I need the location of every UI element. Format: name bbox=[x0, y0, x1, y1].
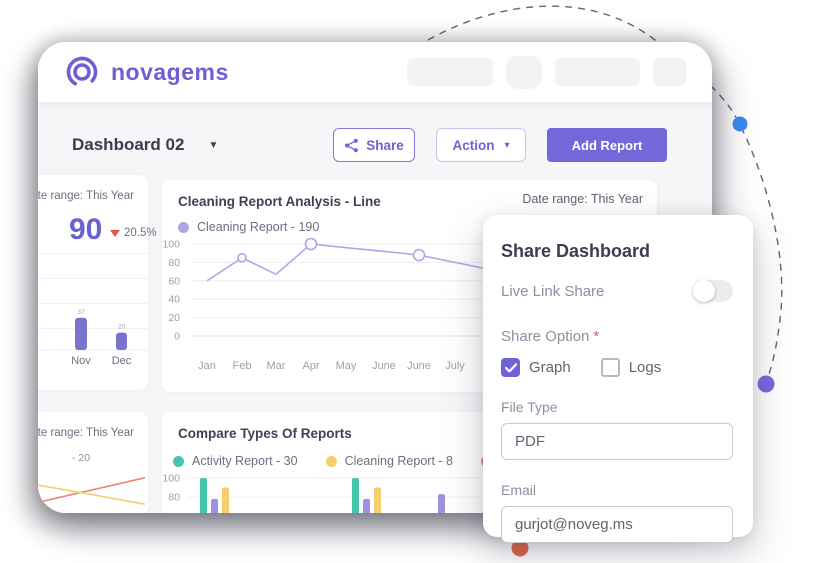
graph-checkbox-option[interactable]: Graph bbox=[501, 358, 571, 377]
mini-partial-legend: - 20 bbox=[72, 452, 91, 464]
mini-date-range: Date range: This Year bbox=[38, 190, 134, 202]
email-input[interactable] bbox=[501, 506, 733, 543]
share-button[interactable]: Share bbox=[333, 128, 415, 162]
svg-text:June: June bbox=[407, 360, 431, 372]
legend-item: Cleaning Report - 8 bbox=[325, 454, 453, 468]
mini-stat-card: Date range: This Year 90 20.5% 37 Nov 20 De… bbox=[38, 175, 157, 390]
modal-title: Share Dashboard bbox=[501, 241, 651, 261]
dashboard-toolbar: Dashboard 02 ▼ Share bbox=[72, 128, 667, 162]
svg-text:May: May bbox=[336, 360, 357, 372]
purple-dot bbox=[757, 375, 775, 393]
svg-text:60: 60 bbox=[168, 275, 180, 287]
svg-text:Feb: Feb bbox=[233, 360, 252, 372]
svg-text:100: 100 bbox=[162, 239, 180, 251]
svg-text:80: 80 bbox=[168, 257, 180, 269]
svg-text:40: 40 bbox=[168, 294, 180, 306]
checkbox-empty-icon bbox=[600, 358, 620, 377]
dashboard-title: Dashboard 02 bbox=[72, 135, 185, 154]
mini-line-card: Date range: This Year - 20 bbox=[38, 412, 148, 513]
svg-text:20: 20 bbox=[118, 324, 126, 331]
file-type-label: File Type bbox=[501, 399, 558, 415]
line-chart-title: Cleaning Report Analysis - Line bbox=[178, 194, 381, 209]
mini-bar-chart: 37 Nov 20 Dec bbox=[38, 309, 148, 367]
app-header: novagems bbox=[38, 42, 712, 102]
header-placeholder bbox=[407, 58, 493, 86]
graph-label: Graph bbox=[529, 359, 571, 376]
blue-dot bbox=[732, 116, 748, 132]
svg-text:100: 100 bbox=[162, 474, 180, 485]
header-placeholder bbox=[653, 58, 686, 86]
legend-label: Cleaning Report - 190 bbox=[197, 220, 320, 234]
logs-checkbox-option[interactable]: Logs bbox=[600, 358, 662, 377]
trend-down-icon bbox=[110, 229, 120, 237]
compare-bar-chart: 100 80 bbox=[162, 474, 650, 513]
novagems-logo-icon bbox=[66, 56, 98, 88]
line-chart-date-range: Date range: This Year bbox=[522, 192, 643, 206]
action-button[interactable]: Action ▾ bbox=[436, 128, 526, 162]
svg-text:June: June bbox=[372, 360, 396, 372]
dashboard-selector[interactable]: Dashboard 02 ▼ bbox=[72, 135, 218, 155]
caret-down-icon: ▼ bbox=[208, 139, 219, 151]
required-asterisk: * bbox=[593, 328, 600, 345]
chevron-down-icon: ▾ bbox=[504, 139, 510, 151]
legend-dot bbox=[178, 221, 189, 233]
svg-text:Apr: Apr bbox=[302, 360, 319, 372]
legend-dot bbox=[325, 455, 337, 467]
add-report-button[interactable]: Add Report bbox=[547, 128, 667, 162]
share-dashboard-modal: Share Dashboard Live Link Share Share Op… bbox=[483, 215, 753, 543]
mini-line-chart bbox=[38, 476, 146, 505]
svg-text:Jan: Jan bbox=[198, 360, 216, 372]
file-type-input[interactable] bbox=[501, 423, 733, 460]
stat-change-value: 20.5% bbox=[124, 227, 157, 239]
logs-label: Logs bbox=[628, 359, 662, 376]
header-placeholder bbox=[555, 58, 640, 86]
email-label: Email bbox=[501, 482, 537, 498]
brand-name: novagems bbox=[111, 58, 229, 85]
checkbox-checked-icon bbox=[501, 358, 520, 377]
share-button-label: Share bbox=[366, 137, 404, 153]
add-report-label: Add Report bbox=[571, 137, 643, 153]
header-placeholder-avatar bbox=[506, 55, 542, 89]
brand-logo[interactable]: novagems bbox=[64, 54, 229, 90]
legend-item: Activity Report - 30 bbox=[173, 454, 298, 468]
svg-text:July: July bbox=[445, 360, 465, 372]
stat-change: 20.5% bbox=[110, 227, 157, 239]
mini-date-range: Date range: This Year bbox=[38, 427, 134, 439]
share-option-label: Share Option * bbox=[501, 328, 600, 345]
stat-big-value: 90 bbox=[69, 213, 103, 246]
action-button-label: Action bbox=[452, 137, 495, 153]
svg-text:Mar: Mar bbox=[267, 360, 286, 372]
toggle-knob bbox=[693, 280, 715, 302]
legend-label: Activity Report - 30 bbox=[192, 454, 298, 468]
live-link-toggle[interactable] bbox=[693, 280, 733, 302]
header-placeholders bbox=[407, 55, 686, 89]
svg-text:0: 0 bbox=[174, 331, 180, 343]
svg-text:Dec: Dec bbox=[112, 355, 132, 367]
svg-text:37: 37 bbox=[77, 309, 85, 316]
orange-dot bbox=[511, 539, 529, 557]
svg-text:20: 20 bbox=[168, 312, 180, 324]
legend-dot bbox=[173, 455, 184, 467]
live-link-label: Live Link Share bbox=[501, 282, 605, 300]
svg-text:Nov: Nov bbox=[71, 355, 91, 367]
compare-title: Compare Types Of Reports bbox=[178, 426, 352, 441]
line-chart-legend: Cleaning Report - 190 bbox=[178, 220, 319, 234]
legend-label: Cleaning Report - 8 bbox=[344, 454, 453, 468]
svg-text:80: 80 bbox=[168, 492, 180, 504]
share-icon bbox=[345, 138, 359, 152]
